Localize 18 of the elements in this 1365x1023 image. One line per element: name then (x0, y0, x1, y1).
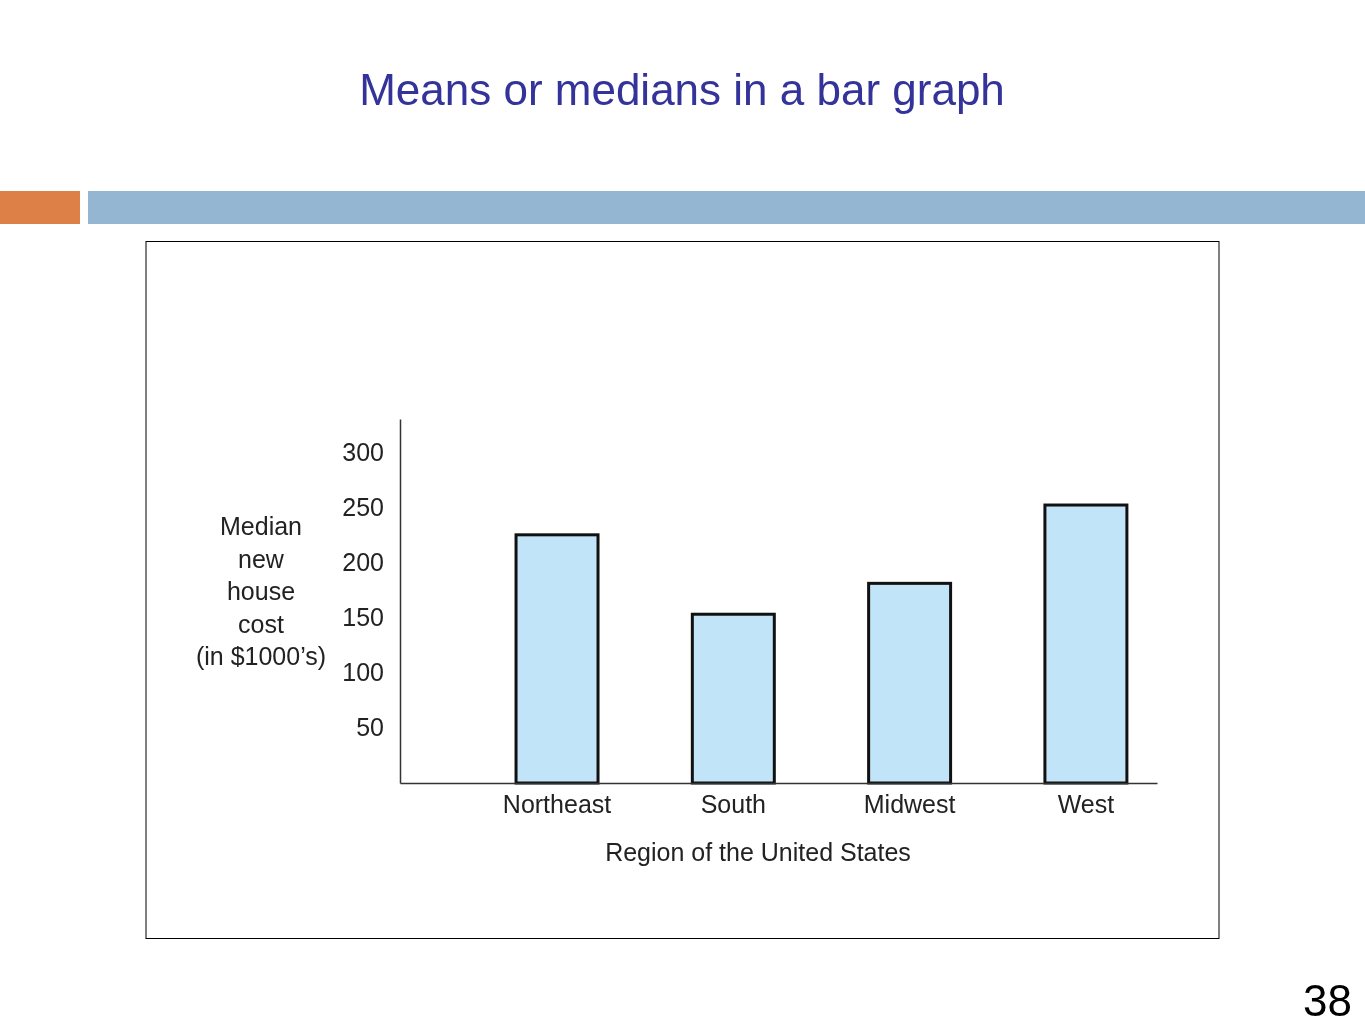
y-tick-label: 300 (342, 437, 384, 466)
bar (690, 612, 776, 785)
x-tick-label: South (700, 789, 766, 818)
text: 38 (1303, 976, 1352, 1023)
x-axis-title: Region of the United States (605, 838, 911, 866)
y-axis-title: Median new house cost (in $1000’s) (195, 512, 327, 670)
y-tick-label: 150 (342, 603, 384, 632)
x-tick-label: Northeast (502, 789, 612, 818)
y-tick-label: 200 (342, 547, 384, 576)
chart-title: Means or medians in a bar graph (359, 65, 1005, 114)
bar (1043, 503, 1129, 785)
y-tick-label: 50 (356, 713, 384, 742)
y-tick-label: 100 (342, 658, 384, 687)
bar (867, 581, 953, 785)
y-tick-label: 250 (342, 492, 384, 521)
x-tick-label: West (1057, 789, 1115, 818)
x-tick-label: Midwest (863, 789, 956, 818)
bar (514, 533, 600, 785)
